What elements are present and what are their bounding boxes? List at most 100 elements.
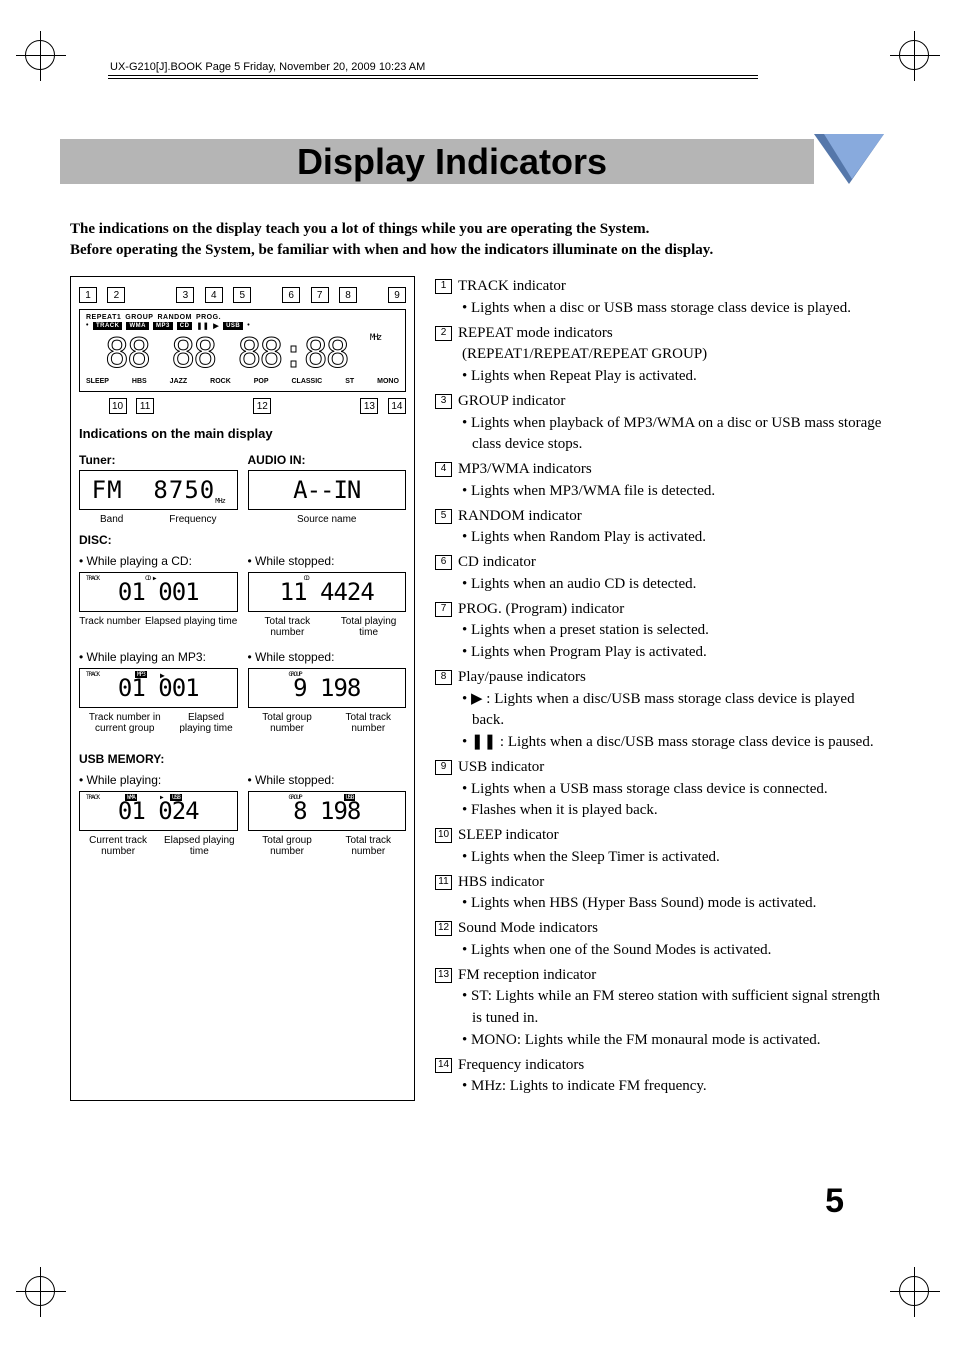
audioin-display: A--IN (248, 470, 407, 510)
definition-number: 14 (435, 1058, 452, 1073)
disc-playing-mp3-note: • While playing an MP3: (79, 650, 238, 664)
disc-mp3-stopped-note: • While stopped: (248, 650, 407, 664)
definition-item: 10 SLEEP indicatorLights when the Sleep T… (435, 825, 884, 869)
definition-item: 4 MP3/WMA indicatorsLights when MP3/WMA f… (435, 459, 884, 503)
definition-sub: Lights when Repeat Play is activated. (458, 366, 884, 388)
crop-mark-top-right (899, 40, 929, 75)
disc-cd-totaltrack-label: Total track number (248, 616, 328, 638)
definition-item: 12Sound Mode indicatorsLights when one o… (435, 918, 884, 962)
usb-heading: USB MEMORY: (79, 752, 406, 766)
callout-3: 3 (176, 287, 194, 303)
disc-mp3-totaltrack-label: Total track number (331, 712, 406, 734)
definition-desc: REPEAT mode indicators(REPEAT1/REPEAT/RE… (458, 323, 884, 388)
definition-sub: MHz: Lights to indicate FM frequency. (458, 1076, 884, 1098)
title-arrow-icon (814, 134, 894, 189)
definition-sub: Lights when HBS (Hyper Bass Sound) mode … (458, 893, 884, 915)
ind-mono: MONO (377, 378, 399, 385)
definition-sub: Lights when a disc or USB mass storage c… (458, 298, 884, 320)
callout-5: 5 (233, 287, 251, 303)
disc-mp3-totalgroup-label: Total group number (248, 712, 327, 734)
definition-desc: CD indicatorLights when an audio CD is d… (458, 552, 884, 596)
definition-title: FM reception indicator (458, 965, 884, 987)
callout-numbers-bottom: 10 11 12 13 14 (79, 398, 406, 414)
usb-playing-note: • While playing: (79, 773, 238, 787)
definition-desc: SLEEP indicatorLights when the Sleep Tim… (458, 825, 884, 869)
ind-hbs: HBS (132, 378, 147, 385)
definition-number: 10 (435, 828, 452, 843)
definition-item: 6CD indicatorLights when an audio CD is … (435, 552, 884, 596)
indications-heading: Indications on the main display (79, 426, 406, 441)
callout-4: 4 (205, 287, 223, 303)
definition-number: 1 (435, 279, 452, 294)
definition-desc: TRACK indicatorLights when a disc or USB… (458, 276, 884, 320)
definition-number: 2 (435, 326, 452, 341)
definition-paren: (REPEAT1/REPEAT/REPEAT GROUP) (458, 344, 884, 366)
crop-mark-bottom-right (899, 1276, 929, 1311)
definition-number: 8 (435, 670, 452, 685)
definition-number: 4 (435, 462, 452, 477)
definition-item: 3 GROUP indicatorLights when playback of … (435, 391, 884, 456)
usb-totaltrack-label: Total track number (331, 835, 406, 857)
definition-sub: Lights when a preset station is selected… (458, 620, 884, 642)
definition-desc: RANDOM indicatorLights when Random Play … (458, 506, 884, 550)
definition-number: 3 (435, 394, 452, 409)
definition-title: REPEAT mode indicators (458, 323, 884, 345)
definition-item: 1 TRACK indicatorLights when a disc or US… (435, 276, 884, 320)
callout-14: 14 (388, 398, 406, 414)
definition-title: SLEEP indicator (458, 825, 884, 847)
lcd-mhz-label: MHz (370, 333, 380, 343)
ind-play-box: ▶ (213, 322, 219, 330)
definition-sub: Lights when MP3/WMA file is detected. (458, 481, 884, 503)
definition-item: 13FM reception indicatorST: Lights while… (435, 965, 884, 1052)
ind-wma-box: WMA (126, 322, 149, 330)
usb-elapsed-label: Elapsed playing time (161, 835, 237, 857)
callout-13: 13 (360, 398, 378, 414)
definition-item: 14 Frequency indicatorsMHz: Lights to ind… (435, 1055, 884, 1099)
main-lcd-diagram: REPEAT1 GROUP RANDOM PROG. • TRACK WMA M… (79, 309, 406, 392)
definition-title: RANDOM indicator (458, 506, 884, 528)
definition-desc: FM reception indicatorST: Lights while a… (458, 965, 884, 1052)
definition-sub: ❚❚ : Lights when a disc/USB mass storage… (458, 732, 884, 754)
definition-sub: MONO: Lights while the FM monaural mode … (458, 1030, 884, 1052)
callout-12: 12 (253, 398, 271, 414)
definition-title: TRACK indicator (458, 276, 884, 298)
disc-cd-play-display: TRACK CD ▶ 01 001 (79, 572, 238, 612)
definition-sub: Lights when Random Play is activated. (458, 527, 884, 549)
definition-number: 5 (435, 509, 452, 524)
disc-cd-tracknum-label: Track number (79, 616, 140, 627)
tuner-heading: Tuner: (79, 453, 238, 467)
lcd-segment-display: 88 88 88:88 MHz (86, 330, 399, 378)
ind-sleep: SLEEP (86, 378, 109, 385)
ind-pop: POP (254, 378, 269, 385)
callout-10: 10 (109, 398, 127, 414)
ind-prog: PROG. (196, 314, 221, 321)
definition-title: CD indicator (458, 552, 884, 574)
definition-title: MP3/WMA indicators (458, 459, 884, 481)
tuner-display: FM 8750MHz (79, 470, 238, 510)
definition-title: Frequency indicators (458, 1055, 884, 1077)
definition-desc: Frequency indicatorsMHz: Lights to indic… (458, 1055, 884, 1099)
title-background: Display Indicators (90, 139, 814, 184)
definition-desc: PROG. (Program) indicatorLights when a p… (458, 599, 884, 664)
usb-totalgroup-label: Total group number (248, 835, 327, 857)
ind-track-box: TRACK (93, 322, 123, 330)
disc-mp3-stop-display: GROUP 9 198 (248, 668, 407, 708)
definition-number: 11 (435, 875, 452, 890)
definition-sub: Lights when an audio CD is detected. (458, 574, 884, 596)
intro-text: The indications on the display teach you… (60, 219, 894, 261)
definition-desc: Play/pause indicators▶ : Lights when a d… (458, 667, 884, 754)
definition-desc: GROUP indicatorLights when playback of M… (458, 391, 884, 456)
callout-8: 8 (339, 287, 357, 303)
ind-mp3-box: MP3 (153, 322, 173, 330)
audioin-heading: AUDIO IN: (248, 453, 407, 467)
definition-desc: Sound Mode indicatorsLights when one of … (458, 918, 884, 962)
crop-mark-top-left (25, 40, 55, 75)
definition-sub: ▶ : Lights when a disc/USB mass storage … (458, 689, 884, 733)
disc-cd-elapsed-label: Elapsed playing time (145, 616, 237, 627)
callout-7: 7 (311, 287, 329, 303)
callout-2: 2 (107, 287, 125, 303)
ind-usb-box: USB (223, 322, 243, 330)
usb-play-display: TRACK WMA ▶ USB 01 024 (79, 791, 238, 831)
page-title: Display Indicators (297, 141, 607, 183)
definition-sub: Flashes when it is played back. (458, 800, 884, 822)
